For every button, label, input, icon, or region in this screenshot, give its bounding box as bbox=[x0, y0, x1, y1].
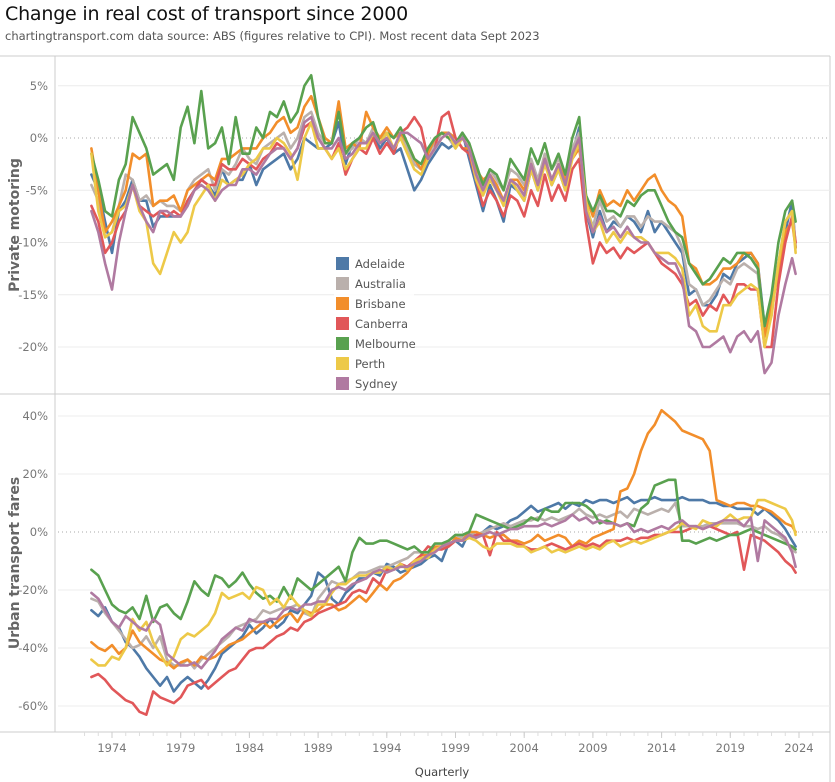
y-tick-label: 5% bbox=[30, 79, 48, 93]
legend-label: Canberra bbox=[355, 317, 408, 331]
legend-item-bg bbox=[334, 374, 414, 393]
chart-title: Change in real cost of transport since 2… bbox=[5, 3, 408, 25]
chart-subtitle: chartingtransport.com data source: ABS (… bbox=[5, 29, 540, 43]
legend-swatch bbox=[336, 377, 349, 390]
y-tick-label: -10% bbox=[18, 236, 48, 250]
y-tick-label: -5% bbox=[26, 183, 48, 197]
legend-swatch bbox=[336, 277, 349, 290]
series-group bbox=[90, 408, 797, 717]
x-tick-label: 1999 bbox=[441, 741, 470, 755]
series-group bbox=[90, 74, 797, 375]
legend-item-bg bbox=[334, 274, 414, 293]
y-tick-label: -15% bbox=[18, 288, 48, 302]
x-tick-label: 1974 bbox=[97, 741, 126, 755]
y-tick-label: 0% bbox=[30, 131, 48, 145]
legend-swatch bbox=[336, 357, 349, 370]
panel-top: 5% 0% -5% -10% -15% -20% Private motoring bbox=[7, 74, 830, 375]
legend-label: Melbourne bbox=[355, 337, 416, 351]
legend-item-bg bbox=[334, 334, 414, 353]
series-line-canberra bbox=[90, 110, 797, 349]
legend-label: Brisbane bbox=[355, 297, 406, 311]
y-tick-label: 40% bbox=[22, 409, 48, 423]
legend-label: Sydney bbox=[355, 377, 398, 391]
series-line-brisbane bbox=[90, 94, 797, 338]
series-line-brisbane bbox=[90, 408, 797, 670]
y-axis-title: Private motoring bbox=[7, 158, 23, 292]
x-axis-title: Quarterly bbox=[415, 765, 470, 779]
x-tick-label: 2019 bbox=[716, 741, 745, 755]
panel-bottom: 40% 20% 0% -20% -40% -60% Urban transport fare… bbox=[7, 408, 830, 717]
legend-label: Perth bbox=[355, 357, 385, 371]
y-axis-title: Urban transport fares bbox=[7, 477, 23, 649]
series-line-melbourne bbox=[90, 478, 797, 624]
series-line-sydney bbox=[90, 115, 797, 375]
y-tick-label: -60% bbox=[18, 699, 48, 713]
series-line-perth bbox=[90, 121, 797, 349]
series-line-sydney bbox=[90, 513, 797, 670]
legend-item-canberra[interactable]: Canberra bbox=[334, 314, 414, 333]
chart-panels: 5% 0% -5% -10% -15% -20% Private motoring 40% 20… bbox=[0, 55, 831, 782]
y-tick-label: -20% bbox=[18, 583, 48, 597]
x-tick-label: 1994 bbox=[372, 741, 401, 755]
x-tick-label: 2024 bbox=[784, 741, 813, 755]
legend-swatch bbox=[336, 317, 349, 330]
series-line-adelaide bbox=[90, 121, 797, 328]
legend-item-adelaide[interactable]: Adelaide bbox=[334, 254, 414, 273]
legend-swatch bbox=[336, 297, 349, 310]
x-tick-label: 1984 bbox=[235, 741, 264, 755]
series-line-australia bbox=[90, 105, 797, 338]
y-tick-label: -40% bbox=[18, 641, 48, 655]
legend-item-bg bbox=[334, 254, 414, 273]
legend-item-melbourne[interactable]: Melbourne bbox=[334, 334, 416, 353]
x-tick-label: 1979 bbox=[166, 741, 195, 755]
x-tick-label: 2014 bbox=[647, 741, 676, 755]
y-tick-label: -20% bbox=[18, 340, 48, 354]
x-axis: 1974 1979 1984 1989 1994 1999 2004 2009 2014 2019… bbox=[84, 732, 814, 779]
legend-item-sydney[interactable]: Sydney bbox=[334, 374, 414, 393]
series-line-adelaide bbox=[90, 495, 797, 693]
legend-swatch bbox=[336, 337, 349, 350]
legend-label: Australia bbox=[355, 277, 406, 291]
legend: Adelaide Australia Brisbane Canberra Melbour… bbox=[334, 254, 416, 393]
y-tick-label: 20% bbox=[22, 467, 48, 481]
x-tick-label: 1989 bbox=[303, 741, 332, 755]
x-tick-label: 2009 bbox=[578, 741, 607, 755]
y-tick-label: 0% bbox=[30, 525, 48, 539]
legend-item-perth[interactable]: Perth bbox=[334, 354, 414, 373]
legend-label: Adelaide bbox=[355, 257, 405, 271]
legend-item-bg bbox=[334, 314, 414, 333]
legend-item-australia[interactable]: Australia bbox=[334, 274, 414, 293]
legend-item-bg bbox=[334, 294, 414, 313]
x-tick-label: 2004 bbox=[510, 741, 539, 755]
legend-item-brisbane[interactable]: Brisbane bbox=[334, 294, 414, 313]
legend-swatch bbox=[336, 257, 349, 270]
legend-item-bg bbox=[334, 354, 414, 373]
